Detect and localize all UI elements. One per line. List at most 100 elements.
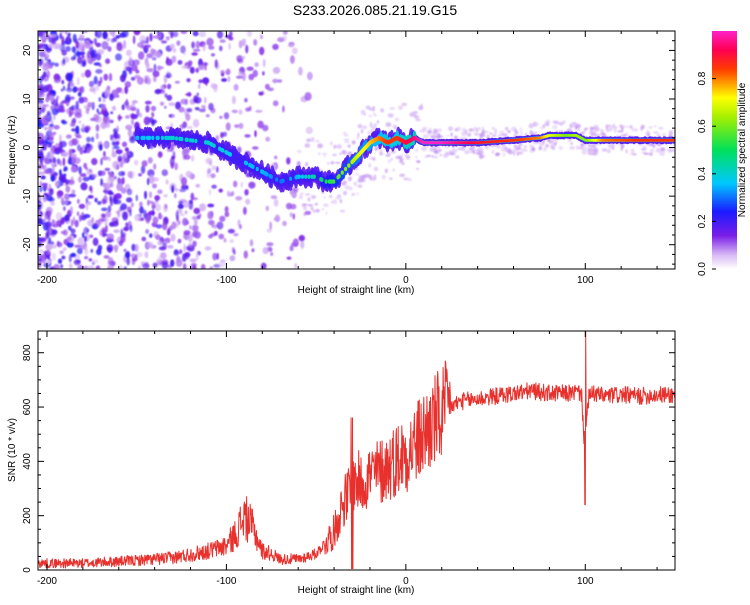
heatmap-cell: [300, 174, 305, 179]
heatmap-cell: [182, 263, 187, 269]
heatmap-cell: [248, 181, 256, 189]
heatmap-cell: [368, 114, 373, 118]
heatmap-cell: [231, 95, 236, 105]
heatmap-cell: [111, 220, 119, 227]
heatmap-cell: [259, 46, 265, 56]
heatmap-cell: [138, 173, 143, 177]
heatmap-cell: [610, 126, 613, 132]
heatmap-cell: [81, 60, 87, 67]
heatmap-cell: [480, 133, 486, 138]
heatmap-cell: [114, 199, 122, 205]
heatmap-cell: [620, 146, 623, 152]
heatmap-cell: [481, 129, 484, 135]
heatmap-cell: [247, 31, 252, 37]
heatmap-cell: [154, 203, 162, 212]
heatmap-cell: [100, 178, 103, 186]
heatmap-cell: [61, 119, 66, 124]
heatmap-cell: [170, 162, 175, 169]
heatmap-cell: [662, 133, 666, 137]
heatmap-cell: [574, 123, 581, 129]
heatmap-cell: [219, 39, 226, 43]
heatmap-cell: [245, 198, 251, 205]
heatmap-cell: [310, 206, 314, 211]
heatmap-cell: [84, 40, 91, 49]
heatmap-cell: [115, 87, 123, 93]
heatmap-cell: [502, 152, 506, 157]
heatmap-cell: [443, 153, 449, 158]
heatmap-cell: [151, 119, 157, 124]
heatmap-cell: [59, 169, 62, 176]
heatmap-cell: [38, 171, 45, 175]
heatmap-cell: [65, 87, 74, 93]
heatmap-cell: [655, 149, 662, 153]
heatmap-cell: [62, 229, 68, 236]
heatmap-cell: [130, 76, 136, 81]
heatmap-cell: [92, 174, 97, 178]
heatmap-cell: [47, 150, 55, 159]
heatmap-cell: [47, 139, 54, 143]
heatmap-cell: [210, 232, 217, 237]
heatmap-cell: [422, 134, 429, 139]
heatmap-cell: [228, 152, 232, 157]
heatmap-cell: [315, 209, 320, 213]
heatmap-cell: [189, 258, 197, 263]
heatmap-cell: [101, 213, 106, 218]
heatmap-cell: [165, 179, 169, 185]
heatmap-cell: [281, 178, 285, 183]
heatmap-cell: [163, 194, 169, 198]
heatmap-cell: [208, 219, 215, 226]
heatmap-cell: [589, 146, 596, 149]
heatmap-cell: [238, 40, 243, 49]
heatmap-ytick-label: 0: [22, 144, 33, 150]
heatmap-cell: [635, 128, 638, 132]
heatmap-cell: [117, 157, 122, 163]
heatmap-cell: [266, 242, 274, 247]
heatmap-cell: [387, 159, 391, 164]
heatmap-cell: [49, 123, 54, 128]
heatmap-cell: [113, 142, 119, 147]
heatmap-cell: [401, 161, 405, 166]
heatmap-cell: [320, 177, 324, 182]
heatmap-cell: [481, 126, 485, 130]
heatmap-cell: [101, 229, 106, 238]
heatmap-cell: [659, 147, 666, 151]
heatmap-cell: [553, 120, 560, 125]
heatmap-cell: [68, 193, 77, 198]
heatmap-cell: [376, 120, 380, 124]
heatmap-cell: [164, 77, 168, 83]
heatmap-cell: [83, 150, 87, 154]
heatmap-cell: [212, 143, 216, 148]
heatmap-cell: [64, 193, 70, 201]
heatmap-cell: [94, 219, 101, 228]
heatmap-cell: [185, 113, 191, 121]
heatmap-cell: [286, 256, 292, 260]
heatmap-cell: [381, 174, 386, 180]
heatmap-cell: [38, 163, 44, 169]
heatmap-cell: [125, 102, 129, 109]
heatmap-cell: [41, 219, 46, 223]
heatmap-cell: [104, 143, 108, 147]
heatmap-cell: [227, 228, 235, 234]
heatmap-cell: [180, 31, 188, 35]
heatmap-cell: [136, 108, 140, 118]
heatmap-cell: [75, 134, 82, 139]
heatmap-cell: [304, 92, 312, 101]
heatmap-cell: [311, 137, 315, 143]
heatmap-cell: [519, 127, 523, 131]
heatmap-cell: [73, 259, 81, 266]
heatmap-cell: [101, 103, 107, 111]
heatmap-cell: [438, 148, 442, 152]
heatmap-cell: [426, 130, 433, 134]
heatmap-cell: [177, 238, 182, 244]
heatmap-cell: [107, 257, 114, 265]
heatmap-cell: [110, 111, 114, 115]
heatmap-cell: [282, 105, 285, 113]
heatmap-cell: [445, 134, 450, 137]
heatmap-cell: [146, 53, 153, 59]
heatmap-cell: [270, 252, 274, 256]
heatmap-cell: [474, 149, 481, 152]
heatmap-cell: [67, 201, 72, 205]
heatmap-cell: [78, 203, 86, 209]
heatmap-cell: [227, 76, 231, 83]
